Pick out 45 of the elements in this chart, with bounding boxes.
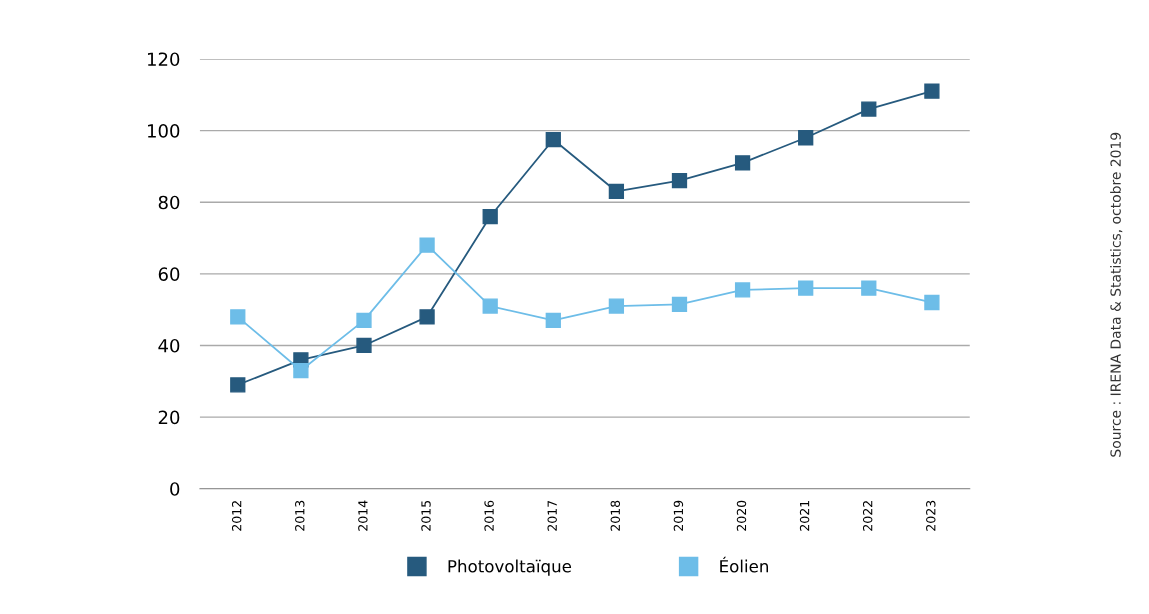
point bbox=[734, 282, 751, 298]
y-tick-label: 100 bbox=[148, 124, 180, 138]
legend-label: Éolien bbox=[720, 556, 768, 573]
y-tick-label: 0 bbox=[170, 482, 180, 496]
y-tick-label: 80 bbox=[158, 195, 180, 210]
point bbox=[356, 312, 372, 329]
x-tick-label: 2015 bbox=[421, 500, 431, 531]
point bbox=[356, 337, 372, 354]
point bbox=[545, 312, 561, 329]
x-tick-label: 2014 bbox=[358, 500, 368, 531]
point bbox=[419, 237, 435, 253]
point bbox=[861, 280, 877, 296]
x-tick-label: 2016 bbox=[484, 500, 494, 531]
x-tick-label: 2023 bbox=[926, 500, 936, 531]
point bbox=[482, 298, 498, 314]
point bbox=[924, 294, 940, 311]
y-tick-label: 40 bbox=[158, 338, 180, 353]
point bbox=[293, 362, 309, 379]
x-tick-label: 2012 bbox=[231, 501, 242, 531]
y-tick-label: 120 bbox=[148, 52, 180, 67]
x-tick-label: 2022 bbox=[862, 501, 873, 531]
x-tick-label: 2021 bbox=[799, 501, 810, 531]
point bbox=[671, 296, 688, 312]
point bbox=[482, 208, 498, 225]
point bbox=[798, 130, 814, 146]
legend-label: Photovoltaïque bbox=[448, 559, 572, 576]
y-tick-label: 60 bbox=[158, 267, 180, 281]
point bbox=[545, 131, 561, 148]
x-tick-label: 2013 bbox=[295, 500, 305, 531]
y-tick-label: 20 bbox=[158, 410, 180, 425]
point bbox=[608, 298, 625, 314]
point bbox=[230, 377, 246, 393]
point bbox=[419, 309, 435, 325]
point bbox=[861, 101, 877, 117]
x-tick-label: 2019 bbox=[673, 500, 684, 531]
point bbox=[671, 173, 688, 189]
x-tick-label: 2017 bbox=[547, 500, 557, 531]
x-tick-label: 2018 bbox=[610, 500, 621, 531]
x-tick-label: 2020 bbox=[736, 500, 747, 531]
point bbox=[230, 309, 246, 325]
point bbox=[608, 183, 625, 200]
source-note: Source : IRENA Data & Statistics, octobre 2019 bbox=[1110, 132, 1123, 457]
point bbox=[734, 155, 751, 171]
point bbox=[924, 83, 940, 99]
point bbox=[798, 280, 814, 296]
